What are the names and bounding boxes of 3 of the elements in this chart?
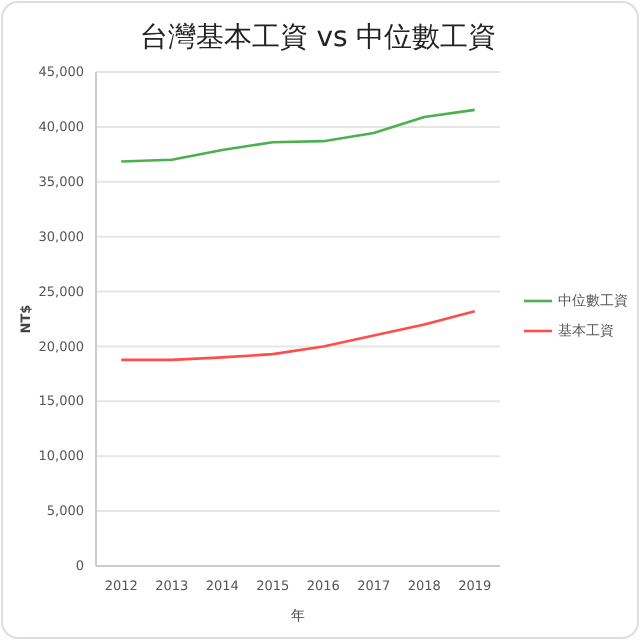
line-series [119, 310, 477, 362]
line-series [119, 108, 477, 163]
chart-title: 台灣基本工資 vs 中位數工資 [139, 22, 497, 54]
